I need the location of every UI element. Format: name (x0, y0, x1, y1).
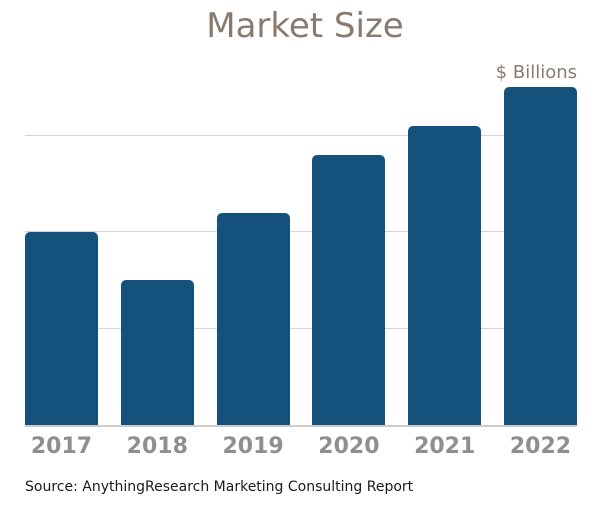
x-tick-label-2018: 2018 (126, 434, 188, 459)
source-text: Source: AnythingResearch Marketing Consu… (25, 479, 414, 495)
bar-series (25, 39, 577, 425)
x-tick-label-2017: 2017 (30, 434, 93, 459)
gridline (25, 327, 577, 329)
unit-label: $ Billions (495, 62, 577, 83)
gridline (25, 231, 577, 232)
chart-title: Market Size (206, 6, 404, 46)
bar-2019 (216, 212, 290, 425)
gridline (25, 134, 577, 136)
plot-area (25, 39, 577, 427)
x-tick-label-2022: 2022 (509, 434, 572, 459)
bar-2020 (312, 154, 386, 425)
bar-2017 (25, 232, 98, 425)
x-tick-label-2020: 2020 (318, 434, 380, 459)
x-tick-label-2019: 2019 (222, 434, 284, 459)
bar-2022 (503, 87, 577, 425)
x-axis-labels: 2017 2018 2019 2020 2021 2022 (25, 434, 577, 460)
x-tick-label-2021: 2021 (414, 434, 476, 459)
bar-2021 (408, 125, 482, 425)
bar-2018 (120, 280, 194, 425)
